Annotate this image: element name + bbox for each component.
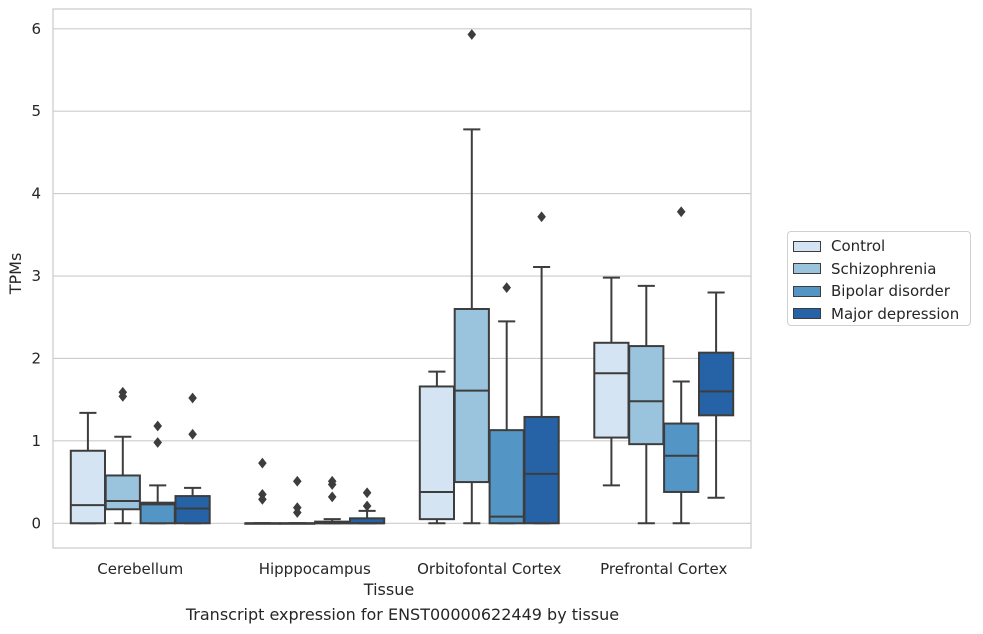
box-iqr <box>593 341 630 439</box>
box-iqr <box>453 307 490 484</box>
outlier-point <box>293 507 302 518</box>
outlier-point <box>188 392 197 404</box>
outlier-point <box>327 479 337 490</box>
outlier-point <box>293 475 302 487</box>
outlier-point <box>118 390 128 402</box>
box <box>523 211 560 525</box>
box <box>453 29 490 525</box>
outlier-point <box>153 420 162 432</box>
outlier-point <box>258 493 267 505</box>
y-tick-label: 2 <box>31 349 41 367</box>
box <box>279 475 316 525</box>
outlier-point <box>676 206 686 218</box>
legend-swatch <box>793 285 821 297</box>
outlier-point <box>258 457 267 469</box>
y-tick-label: 3 <box>31 267 41 285</box>
box-iqr <box>174 495 211 525</box>
legend-label: Schizophrenia <box>831 259 937 278</box>
box <box>314 475 351 525</box>
outlier-point <box>502 282 511 293</box>
legend: Control Schizophrenia Bipolar disorder Majo… <box>787 231 971 326</box>
outlier-point <box>537 211 546 223</box>
box-iqr <box>628 345 665 446</box>
y-tick-label: 0 <box>31 514 41 532</box>
box <box>418 370 456 525</box>
legend-label: Bipolar disorder <box>831 282 950 301</box>
y-tick-label: 1 <box>31 432 41 450</box>
box-iqr <box>69 449 107 525</box>
box-iqr <box>697 351 735 417</box>
outlier-point <box>327 491 337 503</box>
legend-item: Major depression <box>793 303 970 326</box>
chart-caption: Transcript expression for ENST0000062244… <box>185 605 620 624</box>
box <box>697 291 735 499</box>
box <box>593 276 630 487</box>
box-iqr <box>488 429 525 525</box>
x-tick-labels: Cerebellum Hipppocampus Orbitofontal Corte… <box>97 560 727 578</box>
box <box>139 420 176 525</box>
box <box>488 282 525 525</box>
box <box>104 386 141 525</box>
box <box>628 284 665 525</box>
box <box>69 411 107 525</box>
outlier-point <box>362 487 372 499</box>
x-tick-label: Hipppocampus <box>259 560 371 578</box>
box-series <box>69 29 735 525</box>
outlier-point <box>188 428 197 440</box>
x-axis-title: Tissue <box>363 580 414 599</box>
y-tick-labels: 0 1 2 3 4 5 6 <box>31 20 41 532</box>
box <box>174 392 211 525</box>
box-iqr <box>523 415 560 525</box>
outlier-point <box>467 29 477 40</box>
legend-label: Control <box>831 237 886 256</box>
y-axis-title: TPMs <box>6 253 25 296</box>
box-iqr <box>418 385 456 521</box>
legend-swatch <box>793 240 821 252</box>
grid-lines <box>53 28 751 524</box>
x-tick-label: Orbitofontal Cortex <box>417 560 561 578</box>
legend-swatch <box>793 263 821 275</box>
box-iqr <box>104 474 141 511</box>
legend-item: Control <box>793 235 970 258</box>
x-tick-label: Prefrontal Cortex <box>600 560 727 578</box>
box-iqr <box>663 422 700 493</box>
y-tick-label: 4 <box>31 185 41 203</box>
legend-swatch <box>793 308 821 320</box>
y-tick-label: 5 <box>31 102 41 120</box>
box <box>244 457 281 525</box>
plot-frame <box>52 8 752 549</box>
x-tick-label: Cerebellum <box>97 560 183 578</box>
legend-item: Schizophrenia <box>793 258 970 281</box>
box <box>663 206 700 525</box>
y-tick-label: 6 <box>31 20 41 38</box>
box <box>348 487 386 525</box>
legend-label: Major depression <box>831 304 960 323</box>
legend-item: Bipolar disorder <box>793 280 970 303</box>
outlier-point <box>362 500 372 512</box>
outlier-point <box>153 437 162 448</box>
box-iqr <box>139 501 176 525</box>
